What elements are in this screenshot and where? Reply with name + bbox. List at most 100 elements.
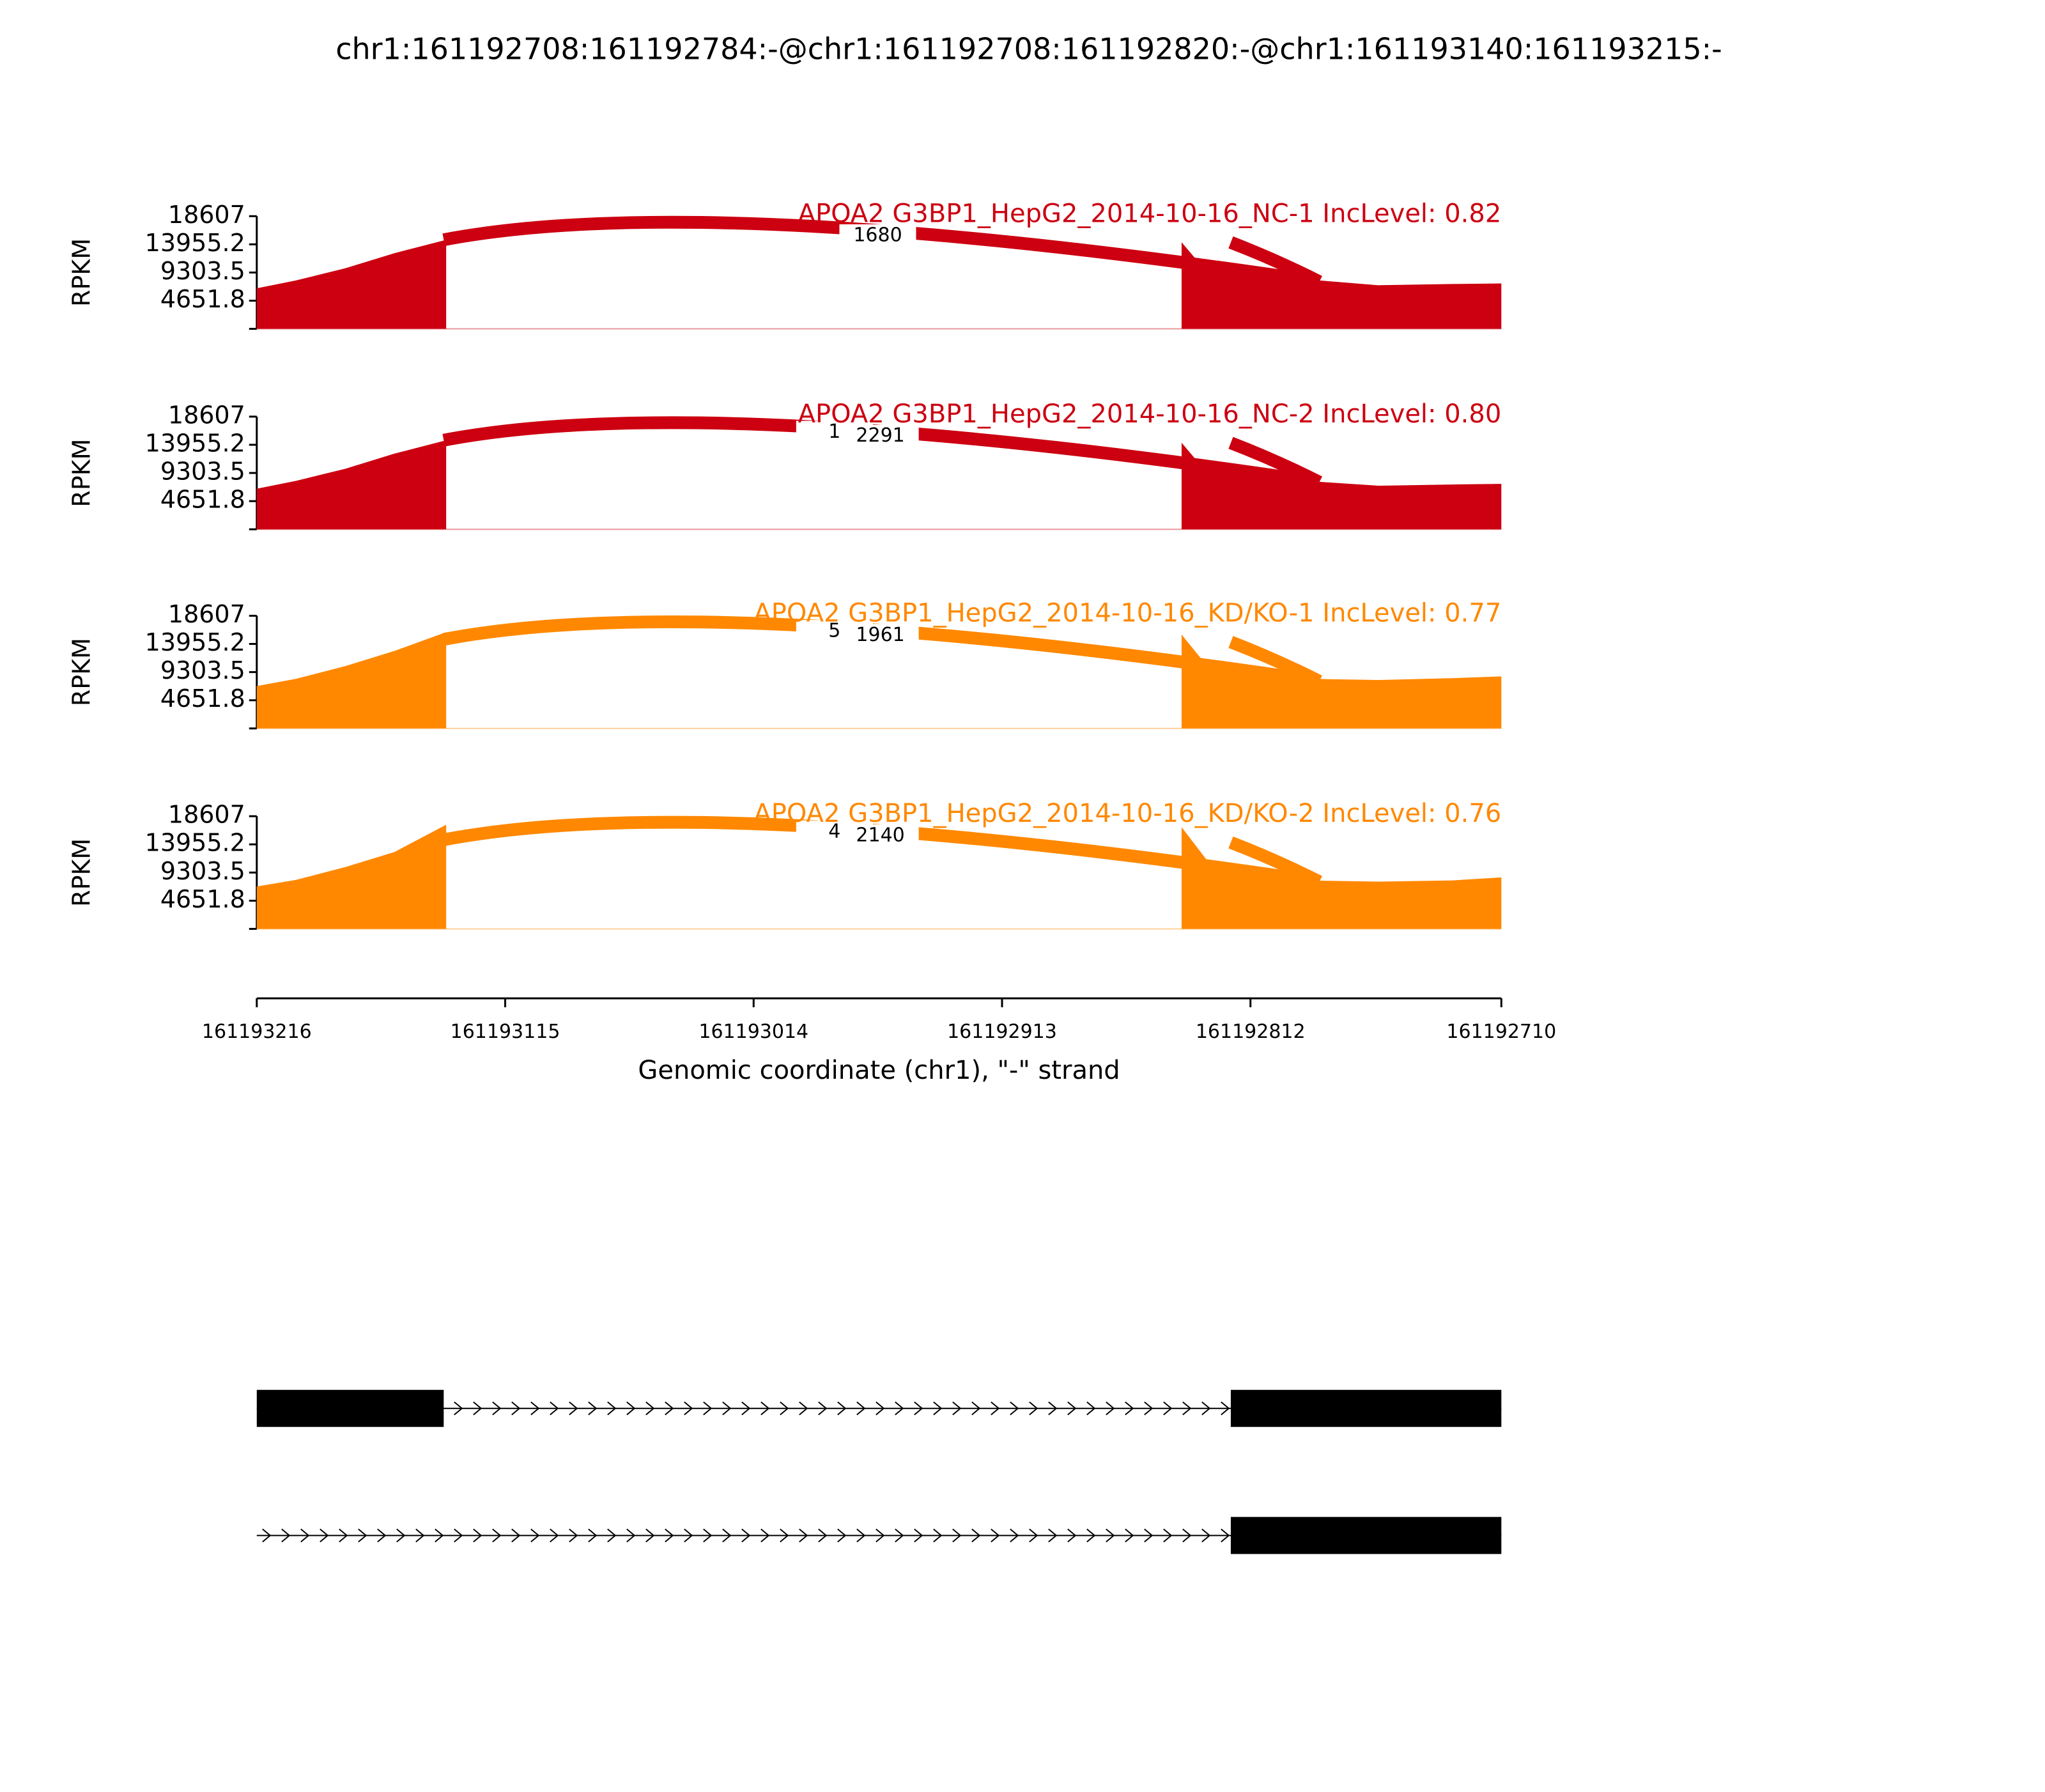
- strand-arrow: [1067, 1528, 1077, 1543]
- strand-arrow: [952, 1528, 962, 1543]
- coverage-area: [256, 632, 447, 729]
- y-tick-label: 18607: [168, 801, 245, 829]
- strand-arrow: [415, 1528, 425, 1543]
- strand-arrow: [684, 1401, 693, 1416]
- coverage-area: [256, 440, 447, 530]
- junction-arc: [442, 615, 1320, 688]
- junction-label-box: [839, 224, 916, 247]
- strand-arrow: [876, 1528, 885, 1543]
- exon: [1230, 1389, 1502, 1427]
- strand-arrow: [1048, 1401, 1058, 1416]
- strand-arrow: [971, 1528, 981, 1543]
- strand-arrow: [818, 1401, 828, 1416]
- strand-arrow: [1163, 1401, 1173, 1416]
- strand-arrow: [300, 1528, 310, 1543]
- strand-arrow: [492, 1528, 502, 1543]
- strand-arrow: [473, 1401, 482, 1416]
- strand-arrow: [799, 1528, 808, 1543]
- strand-arrow: [760, 1401, 770, 1416]
- strand-arrow: [626, 1528, 636, 1543]
- strand-arrow: [665, 1528, 674, 1543]
- strand-arrow: [626, 1401, 636, 1416]
- strand-arrow: [799, 1401, 808, 1416]
- strand-arrow: [856, 1528, 866, 1543]
- strand-arrow: [511, 1528, 521, 1543]
- x-tick-label: 161192710: [1446, 1021, 1556, 1043]
- y-tick-label: 9303.5: [160, 656, 245, 684]
- strand-arrow: [1106, 1401, 1115, 1416]
- junction-arc: [1228, 236, 1322, 288]
- strand-arrow: [1221, 1401, 1230, 1416]
- y-tick-label: 13955.2: [145, 429, 245, 457]
- junction-label: 1680: [853, 224, 902, 247]
- coverage-area: [1181, 242, 1502, 329]
- junction-arc: [1228, 636, 1322, 687]
- strand-arrow: [550, 1401, 559, 1416]
- series-label: APOA2 G3BP1_HepG2_2014-10-16_NC-1 IncLev…: [798, 199, 1502, 228]
- strand-arrow: [818, 1528, 828, 1543]
- strand-arrow: [665, 1401, 674, 1416]
- y-axis-label: RPKM: [68, 439, 96, 507]
- y-axis-label: RPKM: [68, 838, 96, 907]
- strand-arrow: [530, 1528, 540, 1543]
- strand-arrow: [588, 1528, 598, 1543]
- strand-arrow: [588, 1401, 598, 1416]
- strand-arrow: [550, 1528, 559, 1543]
- coverage-area: [256, 240, 447, 329]
- y-tick-label: 18607: [168, 600, 245, 628]
- strand-arrow: [760, 1528, 770, 1543]
- y-tick-label: 4651.8: [160, 885, 245, 913]
- strand-arrow: [1086, 1528, 1096, 1543]
- strand-arrow: [914, 1528, 923, 1543]
- strand-arrow: [1010, 1528, 1019, 1543]
- strand-arrow: [1125, 1528, 1134, 1543]
- strand-arrow: [952, 1401, 962, 1416]
- strand-arrow: [1010, 1401, 1019, 1416]
- junction-label-box: [842, 824, 919, 847]
- strand-arrow: [837, 1528, 847, 1543]
- strand-arrow: [856, 1401, 866, 1416]
- strand-arrow: [262, 1528, 272, 1543]
- strand-arrow: [722, 1401, 732, 1416]
- strand-arrow: [339, 1528, 348, 1543]
- strand-arrow: [1125, 1401, 1134, 1416]
- junction-label-box: [842, 624, 919, 647]
- exon: [256, 1389, 444, 1427]
- strand-arrow: [492, 1401, 502, 1416]
- strand-arrow: [1182, 1401, 1192, 1416]
- x-tick-label: 161192812: [1196, 1021, 1306, 1043]
- strand-arrow: [645, 1401, 655, 1416]
- strand-arrow: [895, 1401, 904, 1416]
- x-tick-label: 161192913: [947, 1021, 1057, 1043]
- junction-arc: [442, 416, 1320, 489]
- chart-title: chr1:161192708:161192784:-@chr1:16119270…: [336, 32, 1722, 66]
- strand-arrow: [722, 1528, 732, 1543]
- junction-label: 4: [828, 820, 840, 842]
- strand-arrow: [971, 1401, 981, 1416]
- strand-arrow: [1221, 1528, 1230, 1543]
- coverage-area: [1181, 634, 1502, 729]
- strand-arrow: [1144, 1401, 1154, 1416]
- y-tick-label: 18607: [168, 201, 245, 229]
- strand-arrow: [645, 1528, 655, 1543]
- junction-label-box: [842, 424, 919, 448]
- strand-arrow: [435, 1528, 444, 1543]
- junction-arc: [1228, 436, 1322, 488]
- y-tick-label: 13955.2: [145, 628, 245, 656]
- y-tick-label: 4651.8: [160, 684, 245, 713]
- strand-arrow: [703, 1401, 713, 1416]
- strand-arrow: [1029, 1401, 1038, 1416]
- strand-arrow: [511, 1401, 521, 1416]
- strand-arrow: [991, 1528, 1000, 1543]
- x-tick-label: 161193014: [698, 1021, 808, 1043]
- strand-arrow: [530, 1401, 540, 1416]
- series-label: APOA2 G3BP1_HepG2_2014-10-16_NC-2 IncLev…: [798, 399, 1502, 429]
- x-axis-label: Genomic coordinate (chr1), "-" strand: [638, 1056, 1120, 1085]
- strand-arrow: [454, 1528, 463, 1543]
- strand-arrow: [684, 1528, 693, 1543]
- strand-arrow: [933, 1528, 943, 1543]
- coverage-area: [1181, 442, 1502, 530]
- strand-arrow: [741, 1401, 751, 1416]
- y-tick-label: 4651.8: [160, 285, 245, 313]
- strand-arrow: [396, 1528, 406, 1543]
